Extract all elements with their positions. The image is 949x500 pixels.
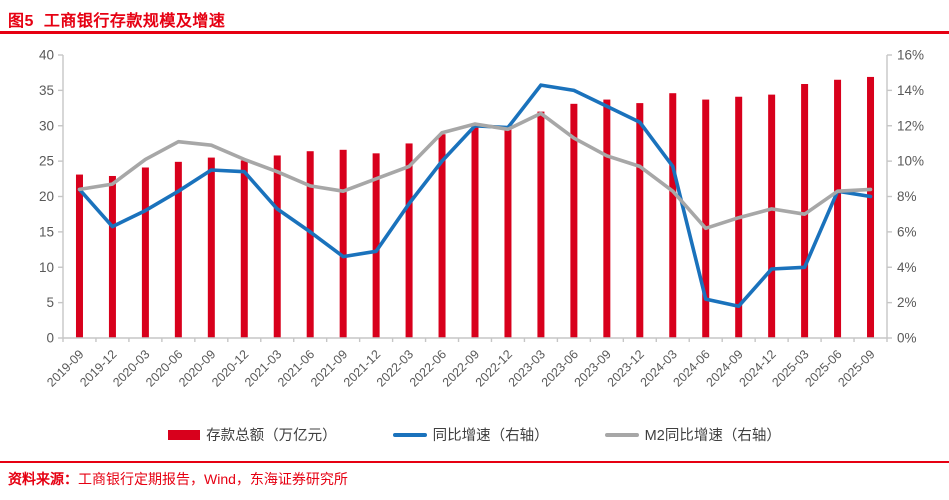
bar-2022-12 (504, 128, 512, 338)
svg-text:16%: 16% (897, 48, 924, 63)
svg-text:5: 5 (46, 295, 54, 310)
svg-text:10: 10 (39, 260, 54, 275)
axes: 0 5 10 15 20 25 30 35 40 0% 2% 4% 6% 8% 10% 12% 14% 16% (39, 48, 924, 346)
svg-text:25: 25 (39, 154, 54, 169)
bar-2022-03 (405, 143, 413, 338)
figure-number: 图5 (8, 13, 34, 30)
svg-text:0%: 0% (897, 331, 917, 346)
figure-title: 图5 工商银行存款规模及增速 (8, 7, 225, 31)
line-swatch-icon (604, 432, 639, 437)
legend-item-yoy-growth: 同比增速（右轴） (392, 424, 549, 445)
x-label: 2025-09 (835, 347, 877, 389)
bar-2019-09 (75, 174, 83, 338)
bar-2021-06 (306, 151, 314, 338)
bar-2023-06 (570, 103, 578, 338)
svg-text:10%: 10% (897, 154, 924, 169)
svg-text:14%: 14% (897, 83, 924, 98)
svg-text:6%: 6% (897, 224, 917, 239)
bar-2025-06 (834, 79, 842, 338)
footer-divider (0, 461, 949, 463)
svg-text:30: 30 (39, 118, 54, 133)
source-text: 工商银行定期报告，Wind，东海证券研究所 (78, 471, 348, 487)
bar-2023-12 (636, 103, 644, 338)
bar-2021-09 (339, 149, 347, 338)
bar-2025-09 (867, 76, 875, 338)
bar-2023-03 (537, 111, 545, 338)
chart-canvas: 0 5 10 15 20 25 30 35 40 0% 2% 4% 6% 8% 10% 12% 14% 16% 20… (39, 48, 924, 390)
bar-2019-12 (108, 175, 116, 338)
svg-text:20: 20 (39, 189, 54, 204)
bar-2024-12 (768, 94, 776, 338)
bar-2020-12 (240, 160, 248, 338)
deposit-growth-chart: 0 5 10 15 20 25 30 35 40 0% 2% 4% 6% 8% 10% 12% 14% 16% 20… (0, 40, 949, 415)
legend-item-deposits: 存款总额（万亿元） (168, 424, 337, 445)
svg-text:35: 35 (39, 83, 54, 98)
legend-label: M2同比增速（右轴） (644, 428, 781, 444)
x-axis-labels: 2019-092019-122020-032020-062020-092020-… (44, 347, 877, 389)
figure-title-text: 工商银行存款规模及增速 (43, 13, 226, 30)
svg-text:0: 0 (46, 331, 54, 346)
bar-2020-06 (174, 161, 182, 338)
svg-text:12%: 12% (897, 118, 924, 133)
svg-text:8%: 8% (897, 189, 917, 204)
bar-swatch-icon (168, 429, 201, 440)
bar-2024-06 (702, 99, 710, 338)
bars-series (75, 76, 875, 339)
chart-legend: 存款总额（万亿元） 同比增速（右轴） M2同比增速（右轴） (0, 424, 949, 445)
source-label: 资料来源： (8, 471, 78, 487)
svg-text:2%: 2% (897, 295, 917, 310)
legend-label: 同比增速（右轴） (432, 428, 549, 444)
svg-text:40: 40 (39, 48, 54, 63)
bar-2025-03 (801, 84, 809, 338)
title-divider (0, 31, 949, 34)
bar-2022-06 (438, 134, 446, 338)
bar-2021-12 (372, 153, 380, 338)
source-note: 资料来源：工商银行定期报告，Wind，东海证券研究所 (8, 469, 348, 489)
legend-label: 存款总额（万亿元） (206, 428, 337, 444)
bar-2022-09 (471, 126, 479, 339)
legend-item-m2-growth: M2同比增速（右轴） (604, 424, 781, 445)
bar-2020-09 (207, 157, 215, 338)
svg-text:4%: 4% (897, 260, 917, 275)
bar-2024-03 (669, 93, 677, 338)
line-swatch-icon (392, 432, 427, 437)
bar-2021-03 (273, 155, 281, 338)
m2-growth-line (77, 111, 873, 231)
svg-text:15: 15 (39, 224, 54, 239)
bar-2023-09 (603, 99, 611, 338)
bar-2020-03 (141, 167, 149, 338)
